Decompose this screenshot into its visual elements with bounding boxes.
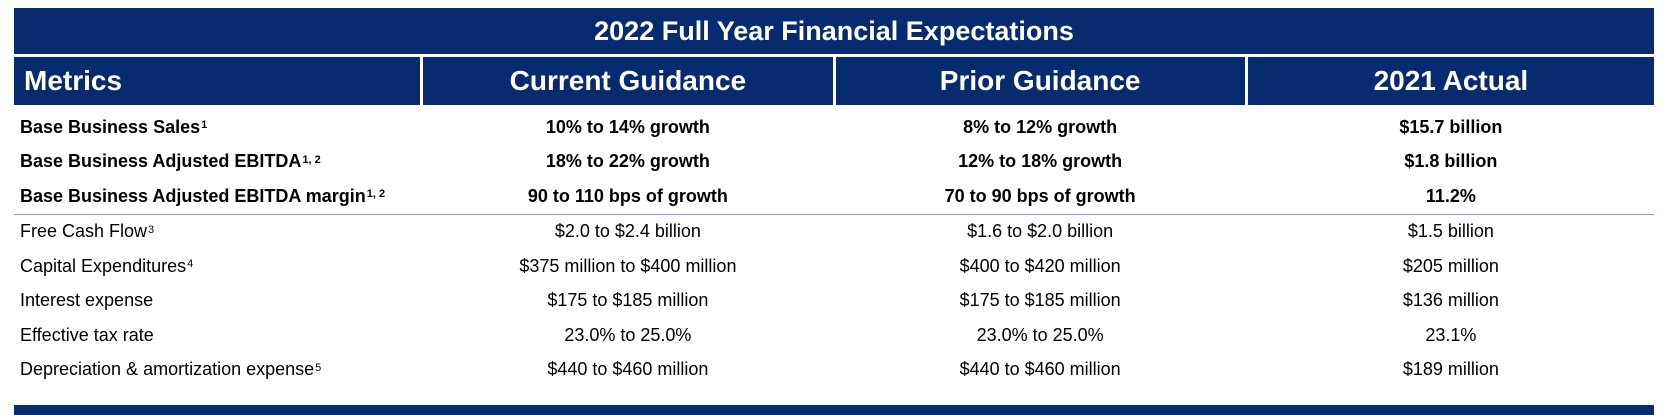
table-row: Free Cash Flow 3 $2.0 to $2.4 billion $1.6 … xyxy=(14,215,1654,250)
actual-2021-cell: $1.8 billion xyxy=(1404,151,1498,172)
actual-2021-cell: $15.7 billion xyxy=(1399,116,1503,137)
header-row: Metrics Current Guidance Prior Guidance … xyxy=(14,57,1655,105)
current-guidance-cell: $175 to $185 million xyxy=(547,290,709,311)
metric-cell: Depreciation & amortization expense 5 xyxy=(20,359,322,380)
metric-label: Free Cash Flow xyxy=(20,221,148,242)
prior-guidance-cell: 70 to 90 bps of growth xyxy=(944,185,1136,206)
header-prior-guidance: Prior Guidance xyxy=(835,57,1245,105)
metric-cell: Base Business Sales 1 xyxy=(20,116,208,137)
header-metrics: Metrics xyxy=(14,57,421,105)
header-2021-actual: 2021 Actual xyxy=(1247,57,1655,105)
current-guidance-cell: 10% to 14% growth xyxy=(545,116,710,137)
bottom-bar xyxy=(14,405,1654,415)
table-row: Depreciation & amortization expense 5 $440… xyxy=(14,353,1654,388)
metric-cell: Effective tax rate xyxy=(14,325,420,346)
financial-expectations-table: 2022 Full Year Financial Expectations Me… xyxy=(14,8,1655,388)
current-guidance-cell: 18% to 22% growth xyxy=(545,151,710,172)
current-guidance-cell: 90 to 110 bps of growth xyxy=(527,185,728,206)
header-current-guidance: Current Guidance xyxy=(423,57,833,105)
current-guidance-cell: $2.0 to $2.4 billion xyxy=(554,221,701,242)
section-divider xyxy=(14,213,1654,215)
metric-label: Base Business Sales xyxy=(20,116,201,137)
metric-cell: Base Business Adjusted EBITDA 1, 2 xyxy=(20,151,321,172)
table-row: Base Business Adjusted EBITDA 1, 2 18% to … xyxy=(14,145,1654,180)
metric-label: Capital Expenditures xyxy=(20,255,187,276)
prior-guidance-cell: 12% to 18% growth xyxy=(958,151,1123,172)
prior-guidance-cell: $1.6 to $2.0 billion xyxy=(967,221,1114,242)
table-row: Capital Expenditures 4 $375 million to $40… xyxy=(14,249,1654,284)
prior-guidance-cell: 8% to 12% growth xyxy=(963,116,1118,137)
metric-label: Interest expense xyxy=(20,290,154,311)
table-row: Effective tax rate 23.0% to 25.0% 23.0% to… xyxy=(14,318,1654,353)
metric-label: Effective tax rate xyxy=(20,324,154,345)
metric-cell: Interest expense xyxy=(14,290,420,311)
table-row: Base Business Adjusted EBITDA margin 1, 2… xyxy=(14,179,1654,214)
actual-2021-cell: $136 million xyxy=(1402,290,1499,311)
current-guidance-cell: $375 million to $400 million xyxy=(519,255,737,276)
current-guidance-cell: $440 to $460 million xyxy=(547,359,709,380)
table-row: Interest expense $175 to $185 million $175… xyxy=(14,284,1654,319)
actual-2021-cell: $1.5 billion xyxy=(1407,221,1494,242)
metric-cell: Base Business Adjusted EBITDA margin 1, 2 xyxy=(20,185,386,206)
metric-label: Depreciation & amortization expense xyxy=(20,359,315,380)
prior-guidance-cell: 23.0% to 25.0% xyxy=(976,324,1104,345)
prior-guidance-cell: $175 to $185 million xyxy=(959,290,1121,311)
table-title: 2022 Full Year Financial Expectations xyxy=(14,8,1654,54)
actual-2021-cell: $189 million xyxy=(1402,359,1499,380)
current-guidance-cell: 23.0% to 25.0% xyxy=(564,324,692,345)
metric-cell: Capital Expenditures 4 xyxy=(20,255,194,276)
prior-guidance-cell: $440 to $460 million xyxy=(959,359,1121,380)
prior-guidance-cell: $400 to $420 million xyxy=(959,255,1121,276)
metric-cell: Free Cash Flow 3 xyxy=(20,221,155,242)
actual-2021-cell: $205 million xyxy=(1402,255,1499,276)
actual-2021-cell: 23.1% xyxy=(1425,324,1477,345)
table-row: Base Business Sales 1 10% to 14% growth 8% … xyxy=(14,110,1654,145)
metric-label: Base Business Adjusted EBITDA margin xyxy=(20,185,366,206)
actual-2021-cell: 11.2% xyxy=(1425,185,1476,206)
metric-label: Base Business Adjusted EBITDA xyxy=(20,151,302,172)
